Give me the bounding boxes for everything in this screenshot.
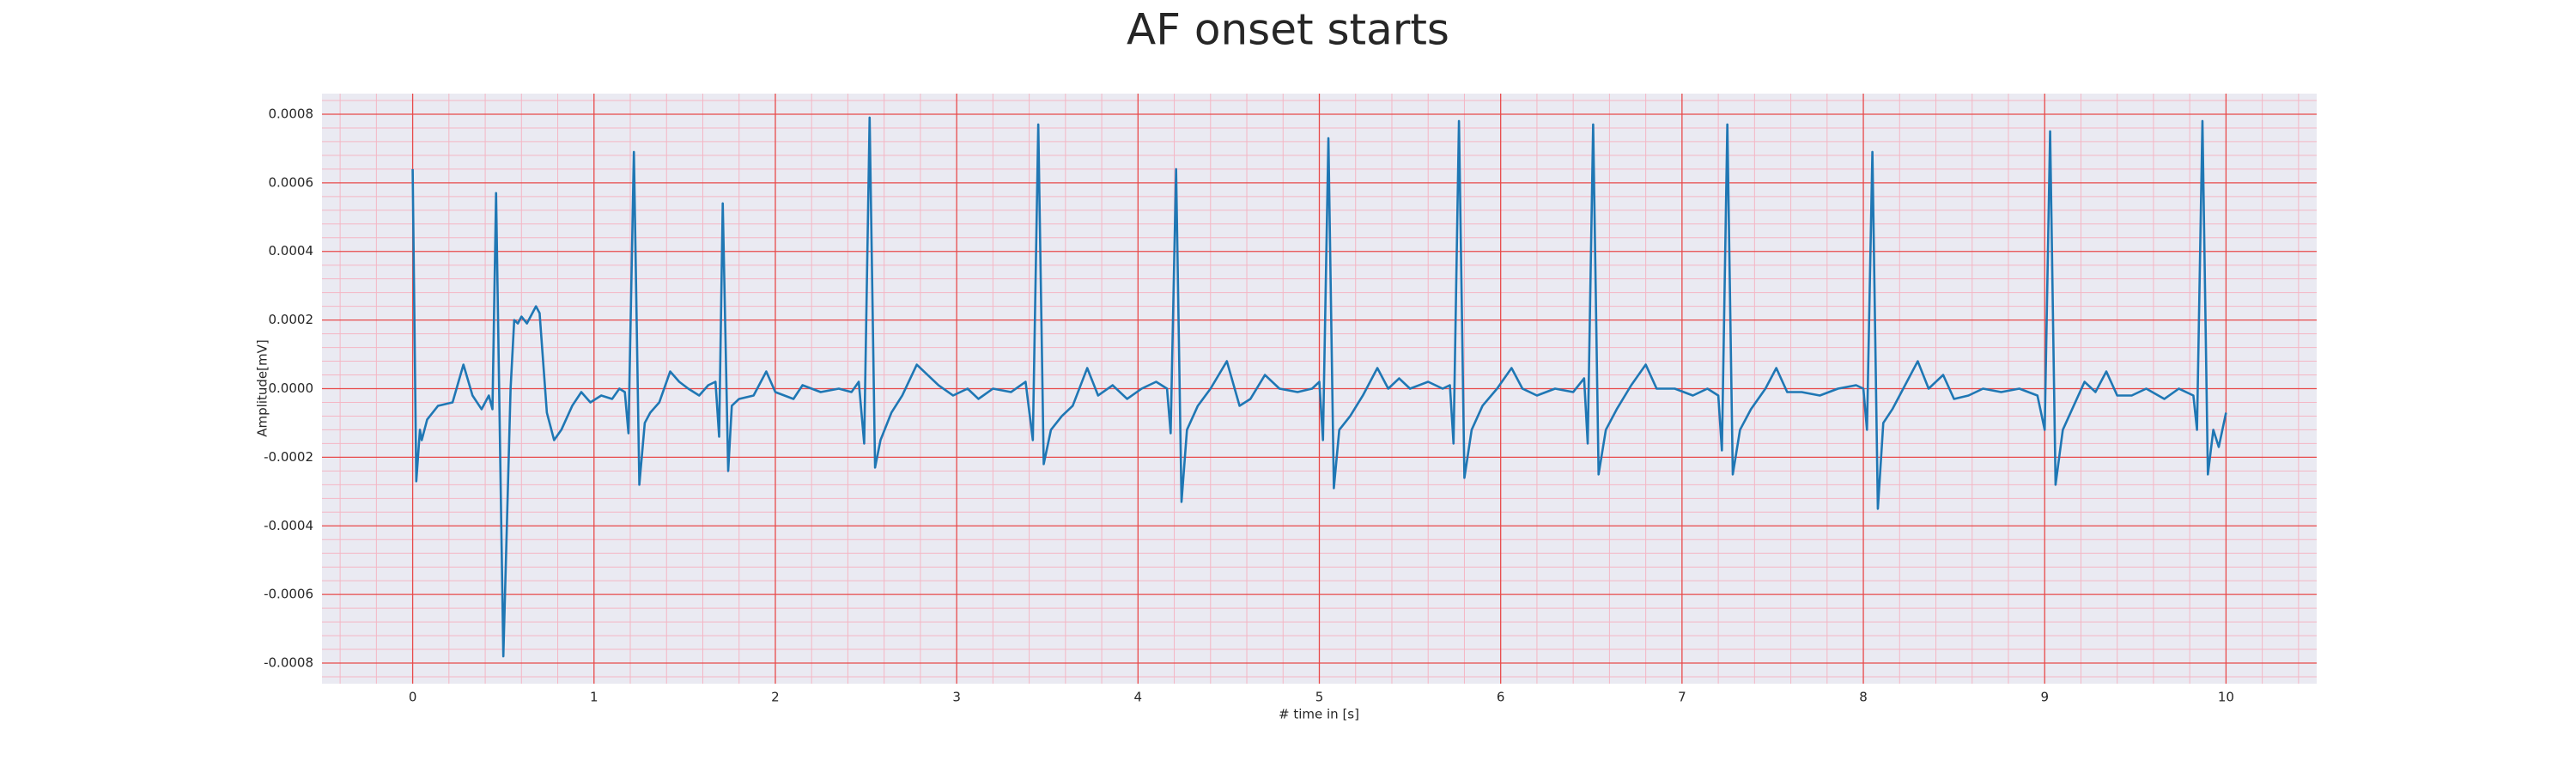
x-tick-label: 1	[590, 690, 598, 705]
y-tick-label: -0.0006	[264, 587, 313, 602]
y-tick-label: 0.0006	[269, 174, 314, 190]
x-tick-label: 2	[771, 690, 780, 705]
y-tick-label: -0.0002	[264, 449, 313, 465]
x-tick-label: 5	[1315, 690, 1324, 705]
x-tick-label: 6	[1497, 690, 1505, 705]
chart-title: AF onset starts	[1127, 5, 1449, 55]
y-tick-label: 0.0004	[269, 243, 314, 259]
x-tick-label: 7	[1678, 690, 1686, 705]
x-tick-label: 10	[2218, 690, 2234, 705]
y-tick-label: -0.0008	[264, 655, 313, 671]
y-axis-label: Amplitude[mV]	[255, 339, 270, 436]
x-tick-label: 9	[2040, 690, 2049, 705]
series-line	[411, 116, 2227, 658]
x-axis-label: # time in [s]	[1279, 707, 1359, 722]
y-tick-label: 0.0008	[269, 106, 314, 121]
x-tick-label: 0	[409, 690, 417, 705]
y-tick-label: 0.0000	[269, 380, 314, 396]
x-tick-label: 4	[1134, 690, 1143, 705]
y-tick-label: 0.0002	[269, 312, 314, 327]
x-tick-label: 3	[952, 690, 961, 705]
y-tick-label: -0.0004	[264, 518, 313, 533]
x-tick-label: 8	[1859, 690, 1868, 705]
